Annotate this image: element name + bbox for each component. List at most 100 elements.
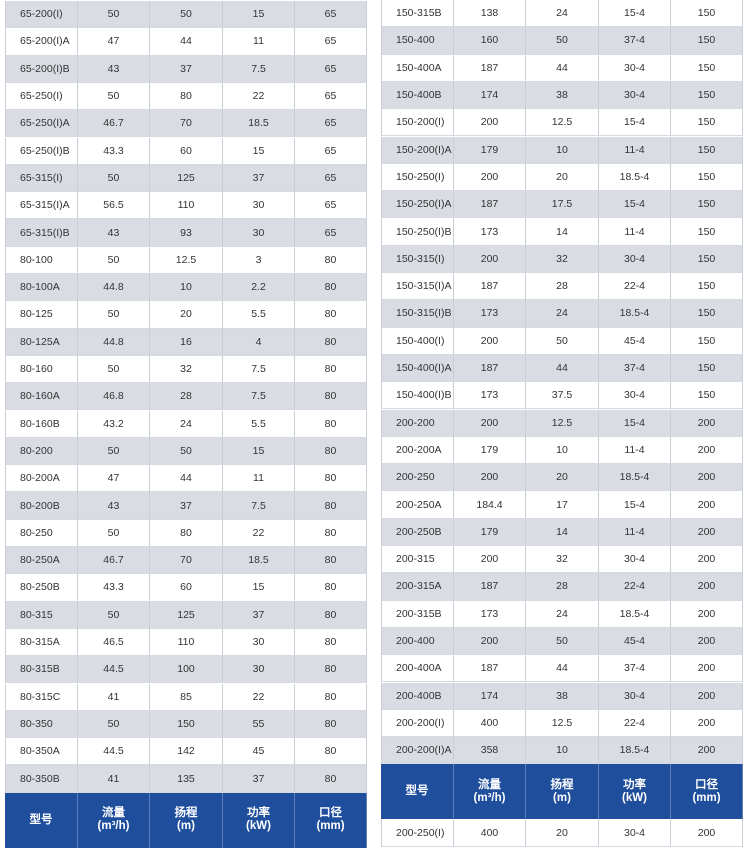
table-cell: 12.5 bbox=[526, 709, 599, 738]
table-cell: 24 bbox=[526, 0, 599, 28]
table-cell: 150-400B bbox=[381, 81, 454, 110]
table-cell: 80-160A bbox=[5, 383, 78, 411]
table-cell: 150 bbox=[671, 54, 743, 82]
table-cell: 22 bbox=[223, 82, 295, 111]
table-cell: 80-350A bbox=[5, 738, 78, 766]
table-cell: 80 bbox=[295, 683, 367, 711]
table-cell: 80-315 bbox=[5, 601, 78, 629]
header-text: 扬程 bbox=[550, 778, 574, 791]
table-cell: 11-4 bbox=[599, 436, 671, 465]
table-cell: 43.3 bbox=[78, 574, 150, 602]
table-cell: 24 bbox=[526, 600, 599, 628]
table-cell: 22 bbox=[223, 683, 295, 711]
table-cell: 150 bbox=[671, 245, 743, 273]
table-cell: 150 bbox=[671, 163, 743, 192]
table-cell: 200 bbox=[671, 600, 743, 628]
table-cell: 43 bbox=[78, 55, 150, 83]
table-cell: 28 bbox=[526, 573, 599, 601]
table-cell: 80 bbox=[295, 765, 367, 793]
table-cell: 200 bbox=[671, 737, 743, 765]
table-cell: 37-4 bbox=[599, 655, 671, 683]
table-cell: 5.5 bbox=[223, 301, 295, 329]
header-text: 口径 bbox=[695, 778, 718, 791]
table-cell: 80 bbox=[295, 710, 367, 739]
table-cell: 80 bbox=[295, 519, 367, 547]
table-cell: 80-200A bbox=[5, 465, 78, 493]
table-cell: 41 bbox=[78, 765, 150, 793]
table-cell: 174 bbox=[454, 81, 526, 110]
header-cell: 口径 (mm) bbox=[295, 792, 367, 848]
table-cell: 30 bbox=[223, 628, 295, 657]
table-cell: 125 bbox=[150, 164, 223, 193]
table-cell: 200-200(I) bbox=[381, 709, 454, 738]
table-cell: 37 bbox=[223, 601, 295, 629]
table-cell: 38 bbox=[526, 682, 599, 710]
table-cell: 200 bbox=[671, 464, 743, 492]
header-cell: 扬程 (m) bbox=[526, 764, 599, 820]
table-cell: 80-350B bbox=[5, 765, 78, 793]
table-cell: 46.8 bbox=[78, 383, 150, 411]
table-cell: 11-4 bbox=[599, 518, 671, 546]
table-cell: 80 bbox=[150, 82, 223, 111]
table-cell: 150-400(I)B bbox=[381, 382, 454, 410]
table-cell: 46.5 bbox=[78, 628, 150, 657]
table-cell: 80 bbox=[295, 574, 367, 602]
table-cell: 15-4 bbox=[599, 191, 671, 219]
table-cell: 200 bbox=[671, 682, 743, 710]
table-cell: 150-250(I)A bbox=[381, 191, 454, 219]
table-cell: 38 bbox=[526, 81, 599, 110]
table-cell: 200-250(I) bbox=[381, 819, 454, 847]
table-cell: 200-250A bbox=[381, 491, 454, 519]
table-cell: 125 bbox=[150, 601, 223, 629]
table-cell: 200 bbox=[671, 655, 743, 683]
table-cell: 20 bbox=[526, 163, 599, 192]
table-cell: 20 bbox=[150, 301, 223, 329]
table-cell: 7.5 bbox=[223, 55, 295, 83]
table-cell: 150-400(I) bbox=[381, 327, 454, 355]
table-cell: 187 bbox=[454, 354, 526, 383]
table-cell: 93 bbox=[150, 219, 223, 247]
table-cell: 150-315(I) bbox=[381, 245, 454, 273]
table-cell: 200-250B bbox=[381, 518, 454, 546]
table-cell: 30 bbox=[223, 219, 295, 247]
table-cell: 46.7 bbox=[78, 110, 150, 138]
table-cell: 200 bbox=[671, 518, 743, 546]
table-cell: 80-315C bbox=[5, 683, 78, 711]
header-text: 功率 bbox=[247, 807, 270, 820]
table-cell: 184.4 bbox=[454, 491, 526, 519]
table-cell: 80-200 bbox=[5, 437, 78, 466]
table-cell: 30 bbox=[223, 656, 295, 684]
table-cell: 179 bbox=[454, 136, 526, 164]
table-cell: 80-125A bbox=[5, 328, 78, 356]
header-text: (m³/h) bbox=[473, 791, 506, 804]
table-cell: 32 bbox=[526, 546, 599, 574]
table-cell: 65 bbox=[295, 219, 367, 247]
table-cell: 60 bbox=[150, 574, 223, 602]
table-cell: 15-4 bbox=[599, 0, 671, 28]
table-cell: 43 bbox=[78, 219, 150, 247]
table-cell: 44 bbox=[526, 54, 599, 82]
table-cell: 50 bbox=[78, 437, 150, 466]
header-text: 口径 bbox=[319, 807, 342, 820]
table-cell: 18.5-4 bbox=[599, 737, 671, 765]
table-cell: 65-315(I)A bbox=[5, 192, 78, 220]
table-cell: 200-250 bbox=[381, 464, 454, 492]
header-text: (kW) bbox=[622, 791, 647, 804]
table-cell: 30-4 bbox=[599, 819, 671, 847]
table-cell: 50 bbox=[78, 519, 150, 547]
header-cell: 流量 (m³/h) bbox=[78, 792, 150, 848]
table-cell: 80-200B bbox=[5, 492, 78, 520]
table-cell: 80 bbox=[295, 656, 367, 684]
table-cell: 3 bbox=[223, 246, 295, 274]
table-cell: 50 bbox=[78, 355, 150, 384]
table-cell: 32 bbox=[150, 355, 223, 384]
table-cell: 11 bbox=[223, 28, 295, 56]
table-cell: 80 bbox=[295, 628, 367, 657]
table-cell: 37 bbox=[150, 492, 223, 520]
table-cell: 150 bbox=[671, 218, 743, 246]
table-cell: 28 bbox=[526, 273, 599, 301]
table-cell: 70 bbox=[150, 110, 223, 138]
table-cell: 200 bbox=[671, 409, 743, 437]
table-cell: 187 bbox=[454, 655, 526, 683]
